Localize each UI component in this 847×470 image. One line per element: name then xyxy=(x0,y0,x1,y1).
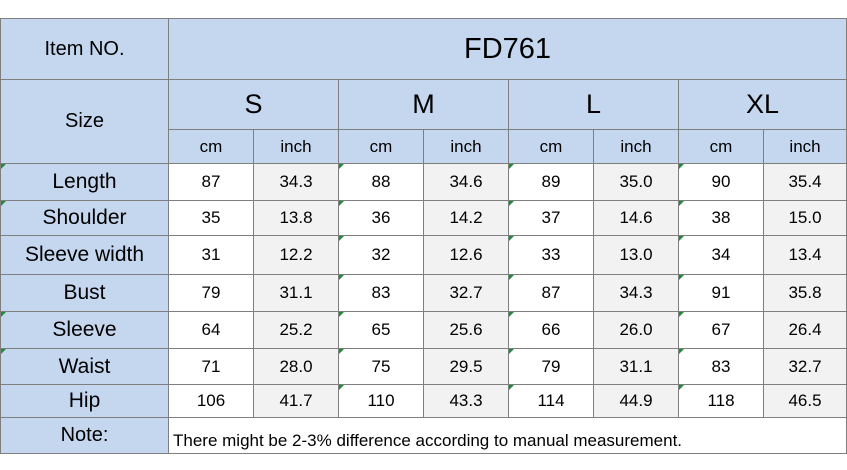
unit-inch: inch xyxy=(593,129,679,164)
unit-inch: inch xyxy=(762,129,847,164)
cm-value-cell: 35 xyxy=(168,200,254,236)
table-row: Bust 79 31.1 83 32.7 87 34.3 91 35.8 xyxy=(0,274,847,312)
cm-value-cell: 33 xyxy=(508,235,594,275)
inch-value-cell: 32.7 xyxy=(423,274,509,312)
cm-value-cell: 79 xyxy=(508,348,594,385)
cm-value-cell: 88 xyxy=(338,163,424,201)
cm-value-cell: 83 xyxy=(678,348,764,385)
inch-value-cell: 26.0 xyxy=(593,311,679,349)
measurement-label: Hip xyxy=(0,384,169,418)
inch-value-cell: 12.2 xyxy=(253,235,339,275)
size-label: Size xyxy=(0,79,169,164)
measurement-label: Shoulder xyxy=(0,200,169,236)
size-s: S xyxy=(168,79,339,130)
item-row: Item NO. FD761 xyxy=(0,18,847,80)
inch-value-cell: 34.3 xyxy=(253,163,339,201)
table-row: Sleeve width 31 12.2 32 12.6 33 13.0 34 13.4 xyxy=(0,235,847,275)
cm-value-cell: 90 xyxy=(678,163,764,201)
cm-value-cell: 66 xyxy=(508,311,594,349)
inch-value-cell: 13.4 xyxy=(762,235,847,275)
inch-value-cell: 31.1 xyxy=(253,274,339,312)
cm-value-cell: 75 xyxy=(338,348,424,385)
cm-value-cell: 83 xyxy=(338,274,424,312)
cm-value-cell: 31 xyxy=(168,235,254,275)
inch-value-cell: 13.8 xyxy=(253,200,339,236)
inch-value-cell: 12.6 xyxy=(423,235,509,275)
cm-value-cell: 118 xyxy=(678,384,764,418)
table-row: Length 87 34.3 88 34.6 89 35.0 90 35.4 xyxy=(0,163,847,201)
inch-value-cell: 13.0 xyxy=(593,235,679,275)
note-label: Note: xyxy=(0,417,169,454)
table-row: Hip 106 41.7 110 43.3 114 44.9 118 46.5 xyxy=(0,384,847,418)
cm-value-cell: 89 xyxy=(508,163,594,201)
inch-value-cell: 29.5 xyxy=(423,348,509,385)
cm-value-cell: 32 xyxy=(338,235,424,275)
inch-value-cell: 28.0 xyxy=(253,348,339,385)
inch-value-cell: 14.2 xyxy=(423,200,509,236)
item-number-label: Item NO. xyxy=(0,18,169,80)
inch-value-cell: 25.2 xyxy=(253,311,339,349)
inch-value-cell: 46.5 xyxy=(762,384,847,418)
cm-value-cell: 87 xyxy=(508,274,594,312)
unit-cm: cm xyxy=(168,129,254,164)
cm-value-cell: 87 xyxy=(168,163,254,201)
inch-value-cell: 44.9 xyxy=(593,384,679,418)
measurement-label: Bust xyxy=(0,274,169,312)
unit-inch: inch xyxy=(423,129,509,164)
cm-value-cell: 34 xyxy=(678,235,764,275)
cm-value-cell: 65 xyxy=(338,311,424,349)
cm-value-cell: 79 xyxy=(168,274,254,312)
size-chart: Item NO. FD761 Size S M L XL cm inch cm … xyxy=(0,18,847,457)
note-row: Note: There might be 2-3% difference acc… xyxy=(0,417,847,454)
table-row: Shoulder 35 13.8 36 14.2 37 14.6 38 15.0 xyxy=(0,200,847,236)
measurement-label: Length xyxy=(0,163,169,201)
size-m: M xyxy=(338,79,509,130)
cm-value-cell: 67 xyxy=(678,311,764,349)
unit-cm: cm xyxy=(508,129,594,164)
unit-inch: inch xyxy=(253,129,339,164)
note-text: There might be 2-3% difference according… xyxy=(167,417,847,454)
cm-value-cell: 37 xyxy=(508,200,594,236)
inch-value-cell: 35.0 xyxy=(593,163,679,201)
size-xl: XL xyxy=(677,79,847,130)
cm-value-cell: 71 xyxy=(168,348,254,385)
size-l: L xyxy=(508,79,679,130)
cm-value-cell: 91 xyxy=(678,274,764,312)
inch-value-cell: 34.3 xyxy=(593,274,679,312)
inch-value-cell: 43.3 xyxy=(423,384,509,418)
cm-value-cell: 106 xyxy=(168,384,254,418)
inch-value-cell: 14.6 xyxy=(593,200,679,236)
inch-value-cell: 34.6 xyxy=(423,163,509,201)
cm-value-cell: 38 xyxy=(678,200,764,236)
inch-value-cell: 26.4 xyxy=(762,311,847,349)
inch-value-cell: 32.7 xyxy=(762,348,847,385)
inch-value-cell: 35.8 xyxy=(762,274,847,312)
item-code: FD761 xyxy=(167,18,847,80)
inch-value-cell: 15.0 xyxy=(762,200,847,236)
table-row: Sleeve 64 25.2 65 25.6 66 26.0 67 26.4 xyxy=(0,311,847,349)
inch-value-cell: 35.4 xyxy=(762,163,847,201)
measurement-label: Waist xyxy=(0,348,169,385)
inch-value-cell: 31.1 xyxy=(593,348,679,385)
size-row: Size S M L XL xyxy=(0,79,847,164)
size-table-body: Item NO. FD761 Size S M L XL cm inch cm … xyxy=(0,18,847,454)
measurement-label: Sleeve xyxy=(0,311,169,349)
unit-cm: cm xyxy=(338,129,424,164)
measurement-label: Sleeve width xyxy=(0,235,169,275)
table-row: Waist 71 28.0 75 29.5 79 31.1 83 32.7 xyxy=(0,348,847,385)
size-table: Item NO. FD761 Size S M L XL cm inch cm … xyxy=(0,18,847,454)
inch-value-cell: 25.6 xyxy=(423,311,509,349)
cm-value-cell: 64 xyxy=(168,311,254,349)
unit-cm: cm xyxy=(678,129,764,164)
unit-row: cm inch cm inch cm inch cm inch xyxy=(1,129,847,164)
cm-value-cell: 110 xyxy=(338,384,424,418)
cm-value-cell: 36 xyxy=(338,200,424,236)
inch-value-cell: 41.7 xyxy=(253,384,339,418)
cm-value-cell: 114 xyxy=(508,384,594,418)
